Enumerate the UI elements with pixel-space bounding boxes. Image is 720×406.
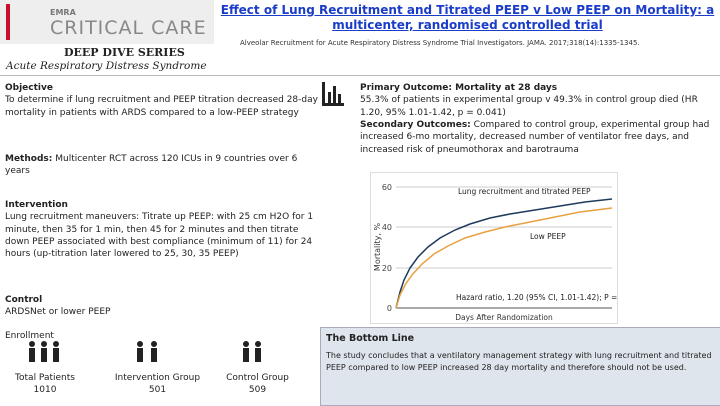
text: To determine if lung recruitment and PEE… bbox=[5, 95, 318, 118]
text: ARDSNet or lower PEEP bbox=[5, 307, 111, 318]
text: Compared to control group, experimental … bbox=[360, 120, 710, 155]
series-label: Low PEEP bbox=[530, 232, 566, 241]
logo-small: EMRA bbox=[50, 8, 76, 17]
intervention: Intervention Lung recruitment maneuvers: … bbox=[5, 199, 323, 260]
series-label: Lung recruitment and titrated PEEP bbox=[458, 187, 591, 196]
y-tick: 60 bbox=[382, 183, 392, 192]
divider bbox=[0, 75, 720, 76]
curve-a bbox=[395, 198, 613, 309]
chart-icon bbox=[322, 82, 344, 106]
bottom-line: The Bottom Line The study concludes that… bbox=[320, 327, 720, 406]
logo-bar bbox=[6, 4, 10, 40]
bottom-title: The Bottom Line bbox=[326, 333, 415, 344]
objective: Objective To determine if lung recruitmen… bbox=[5, 82, 323, 119]
figure-frame bbox=[370, 172, 618, 324]
control: Control ARDSNet or lower PEEP bbox=[5, 294, 323, 319]
methods: Methods: Multicenter RCT across 120 ICUs… bbox=[5, 153, 323, 178]
enrollment: Enrollment bbox=[5, 331, 54, 341]
y-label: Mortality, % bbox=[373, 223, 382, 272]
label: Methods: bbox=[5, 154, 53, 164]
figure: 60 40 20 0 Mortality, % Lung recruitment… bbox=[370, 172, 618, 324]
text: Lung recruitment maneuvers: Titrate up P… bbox=[5, 212, 314, 260]
bottom-text: The study concludes that a ventilatory m… bbox=[326, 351, 712, 372]
stat: Control Group 509 bbox=[215, 372, 300, 397]
value: 1010 bbox=[33, 385, 57, 396]
value: 509 bbox=[248, 385, 267, 396]
label: Control bbox=[5, 295, 43, 305]
hazard: Hazard ratio, 1.20 (95% CI, 1.01-1.42); … bbox=[456, 293, 618, 302]
title: Effect of Lung Recruitment and Titrated … bbox=[220, 3, 715, 32]
text: Multicenter RCT across 120 ICUs in 9 cou… bbox=[5, 154, 298, 177]
logo: CRITICAL CARE bbox=[50, 17, 207, 39]
y-tick: 20 bbox=[382, 264, 392, 273]
people-icons bbox=[29, 341, 261, 362]
y-tick: 40 bbox=[382, 223, 392, 232]
label: Secondary Outcomes: bbox=[360, 120, 471, 130]
curve-b bbox=[395, 207, 613, 309]
citation: Alveolar Recruitment for Acute Respirato… bbox=[240, 39, 640, 47]
text: 55.3% of patients in experimental group … bbox=[360, 95, 698, 118]
secondary: Secondary Outcomes: Compared to control … bbox=[360, 119, 715, 156]
label: Intervention bbox=[5, 200, 68, 210]
series: DEEP DIVE SERIES bbox=[64, 46, 185, 59]
label: Control Group bbox=[226, 373, 289, 383]
stat: Intervention Group 501 bbox=[105, 372, 210, 397]
primary: Primary Outcome: Mortality at 28 days 55.… bbox=[360, 82, 715, 119]
y-tick: 0 bbox=[387, 304, 392, 313]
x-label: Days After Randomization bbox=[455, 313, 553, 322]
label: Total Patients bbox=[15, 373, 75, 383]
stat: Total Patients 1010 bbox=[10, 372, 80, 397]
label: Objective bbox=[5, 83, 53, 93]
value: 501 bbox=[148, 385, 167, 396]
label: Primary Outcome: Mortality at 28 days bbox=[360, 83, 558, 93]
logo-box bbox=[0, 0, 214, 44]
topic: Acute Respiratory Distress Syndrome bbox=[6, 60, 207, 72]
label: Intervention Group bbox=[114, 373, 201, 383]
